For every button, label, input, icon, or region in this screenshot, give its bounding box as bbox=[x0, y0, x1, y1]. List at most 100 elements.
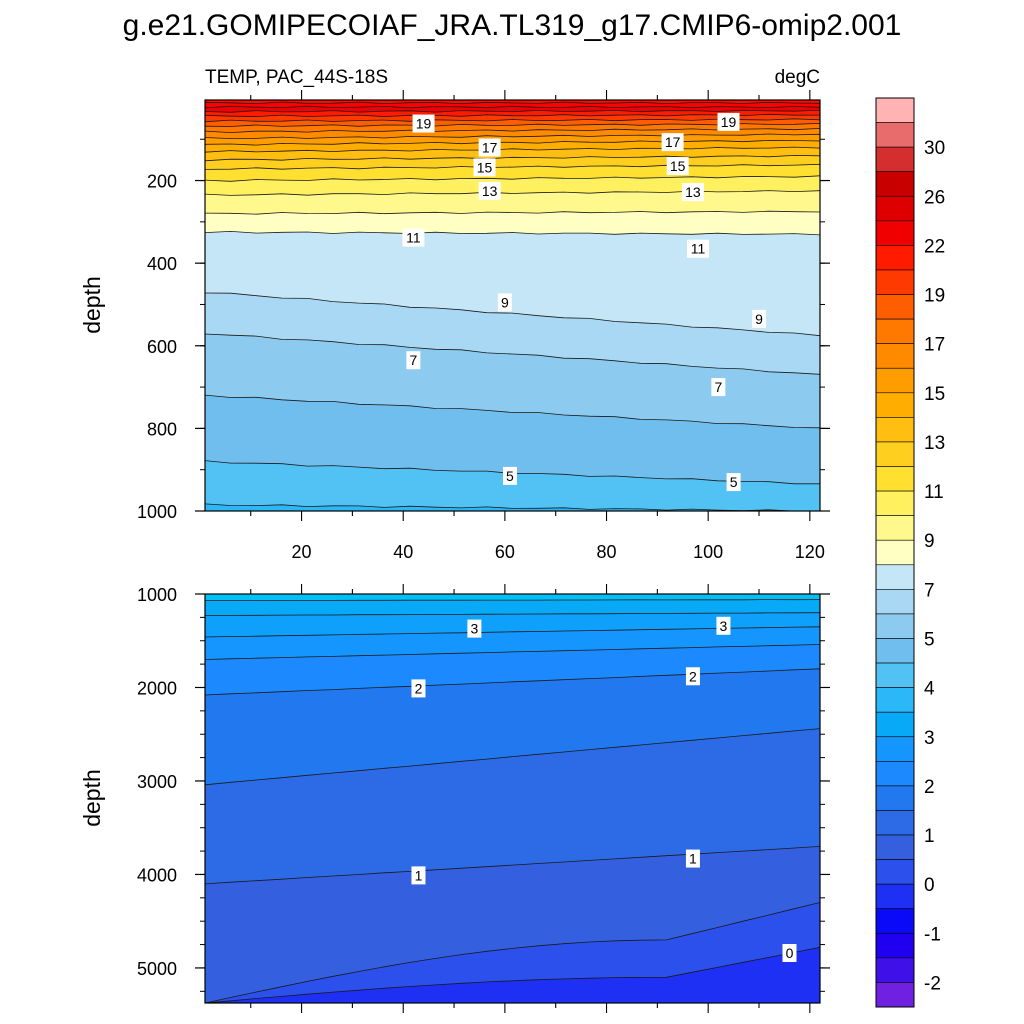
top-panel-xtick-label: 20 bbox=[292, 542, 312, 562]
bottom-panel-contour-label-bg bbox=[467, 619, 482, 638]
colorbar-swatch bbox=[875, 736, 915, 762]
top-panel-contour-7 bbox=[205, 333, 820, 375]
bottom-panel-ylabel: depth bbox=[79, 769, 105, 827]
top-panel-xtick-label: 100 bbox=[693, 542, 723, 562]
colorbar-label: 7 bbox=[924, 580, 935, 601]
top-panel-contour-27 bbox=[205, 105, 820, 109]
colorbar-swatch bbox=[875, 613, 915, 639]
colorbar-swatch bbox=[875, 810, 915, 836]
top-panel-contour-25 bbox=[205, 109, 820, 113]
colorbar-label: 15 bbox=[924, 384, 945, 405]
colorbar-swatch bbox=[875, 171, 915, 197]
top-panel-contour-label: 11 bbox=[691, 241, 706, 257]
colorbar-swatch bbox=[875, 490, 915, 516]
colorbar-swatch bbox=[875, 245, 915, 271]
colorbar-swatch bbox=[875, 417, 915, 443]
top-panel-contour-label: 19 bbox=[721, 114, 737, 130]
top-panel-contour-21 bbox=[205, 118, 820, 123]
top-panel-contour-lines bbox=[205, 101, 820, 511]
bottom-panel: 3 3 2 2 1 1 0 1000 2000 3000 4000 5000 depth bbox=[79, 584, 830, 1013]
colorbar: 30 26 22 19 17 15 13 11 9 7 5 4 3 2 1 0 -1 -2 bbox=[875, 97, 945, 1008]
top-panel-contour-14 bbox=[205, 154, 820, 162]
colorbar-label: 4 bbox=[924, 679, 935, 700]
top-panel-ytick-label: 200 bbox=[147, 172, 177, 192]
colorbar-swatch bbox=[875, 711, 915, 738]
top-panel-ylabel: depth bbox=[79, 276, 105, 334]
top-panel-contour-label-bg bbox=[666, 157, 689, 176]
top-panel-subtitle-right: degC bbox=[775, 67, 820, 88]
top-panel-contour-label-bg bbox=[661, 133, 684, 152]
colorbar-swatch bbox=[875, 932, 915, 959]
top-panel-contour-label: 11 bbox=[406, 230, 421, 246]
colorbar-label: 0 bbox=[924, 875, 935, 896]
colorbar-label: 5 bbox=[924, 629, 935, 650]
colorbar-frame bbox=[875, 97, 915, 1008]
colorbar-swatch bbox=[875, 441, 915, 467]
bottom-panel-fills bbox=[205, 594, 820, 1003]
top-panel-ytick-label: 400 bbox=[147, 254, 177, 274]
top-panel-xtick-label: 80 bbox=[597, 542, 617, 562]
top-panel-band-5 bbox=[205, 460, 820, 511]
top-panel-contour-15 bbox=[205, 146, 820, 153]
top-panel-contour-label: 9 bbox=[501, 294, 509, 310]
colorbar-swatch bbox=[875, 515, 915, 541]
top-panel-band-4-5 bbox=[205, 503, 820, 511]
colorbar-label: 3 bbox=[924, 728, 935, 749]
top-panel-contour-label-bg bbox=[402, 228, 425, 247]
top-panel-contour-label-bg bbox=[473, 158, 496, 177]
top-panel-subtitle-left: TEMP, PAC_44S-18S bbox=[205, 67, 388, 88]
top-panel-contour-label: 15 bbox=[670, 158, 686, 174]
top-panel-contour-18 bbox=[205, 128, 820, 134]
colorbar-label: 1 bbox=[924, 826, 935, 847]
colorbar-swatch bbox=[875, 294, 915, 320]
top-panel-contour-29 bbox=[205, 101, 820, 105]
bottom-panel-contour-labels: 3 3 2 2 1 1 0 bbox=[411, 616, 797, 962]
top-panel-ytick-label: 800 bbox=[147, 419, 177, 439]
bottom-panel-contour-label-bg bbox=[411, 866, 426, 885]
top-panel-contour-label-bg bbox=[726, 473, 741, 492]
bottom-panel-ytick-label: 4000 bbox=[137, 865, 177, 885]
bottom-panel-contour-label: 2 bbox=[415, 680, 423, 696]
bottom-panel-contour-2 bbox=[205, 668, 820, 696]
top-panel-contour-label: 7 bbox=[409, 352, 417, 368]
colorbar-swatch bbox=[875, 957, 915, 983]
bottom-panel-contour-1 bbox=[205, 846, 820, 885]
colorbar-label: 19 bbox=[924, 286, 945, 307]
top-panel: 19 19 17 17 15 15 13 13 11 11 9 9 7 7 5 5 200 400 600 800 1… bbox=[79, 90, 830, 562]
bottom-panel-band-0 bbox=[205, 947, 820, 1003]
top-panel-contour-11 bbox=[205, 190, 820, 196]
figure-title: g.e21.GOMIPECOIAF_JRA.TL319_g17.CMIP6-om… bbox=[123, 9, 902, 42]
top-panel-contour-label-bg bbox=[412, 114, 435, 133]
top-panel-xtick-label: 120 bbox=[795, 542, 825, 562]
bottom-panel-contour-label-bg bbox=[716, 616, 731, 635]
bottom-panel-contour-label: 3 bbox=[720, 618, 728, 634]
top-panel-contour-label: 5 bbox=[730, 474, 738, 490]
top-panel-ytick-label: 600 bbox=[147, 337, 177, 357]
top-panel-contour-12 bbox=[205, 175, 820, 182]
colorbar-label: -1 bbox=[924, 924, 941, 945]
bottom-panel-contour-label: 3 bbox=[470, 621, 478, 637]
top-panel-contour-label: 7 bbox=[714, 379, 722, 395]
colorbar-swatch bbox=[875, 146, 915, 173]
top-panel-contour-labels: 19 19 17 17 15 15 13 13 11 11 9 9 7 7 5 5 bbox=[402, 112, 767, 492]
top-panel-ytick-label: 1000 bbox=[137, 502, 177, 522]
colorbar-swatch bbox=[875, 834, 915, 860]
top-panel-contour-label: 5 bbox=[506, 468, 514, 484]
colorbar-label: 26 bbox=[924, 187, 945, 208]
colorbar-swatch bbox=[875, 343, 915, 369]
colorbar-swatch bbox=[875, 122, 915, 148]
top-panel-frame bbox=[204, 99, 821, 512]
colorbar-label: 13 bbox=[924, 433, 945, 454]
top-panel-contour-label: 13 bbox=[685, 184, 701, 200]
colorbar-label: 9 bbox=[924, 531, 935, 552]
colorbar-label: 30 bbox=[924, 138, 945, 159]
bottom-panel-contour-4 bbox=[205, 599, 820, 601]
top-panel-contour-6 bbox=[205, 394, 820, 429]
top-panel-contour-label-bg bbox=[406, 351, 421, 370]
colorbar-swatch bbox=[875, 539, 915, 566]
top-panel-contour-label-bg bbox=[687, 239, 710, 258]
top-panel-contour-8 bbox=[205, 292, 820, 337]
colorbar-swatch bbox=[875, 269, 915, 295]
colorbar-label: 17 bbox=[924, 335, 945, 356]
colorbar-label: 11 bbox=[924, 482, 944, 503]
